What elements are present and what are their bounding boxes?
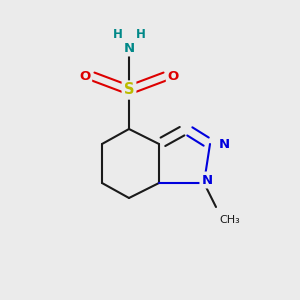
Text: CH₃: CH₃: [220, 215, 240, 225]
Text: S: S: [124, 82, 134, 98]
Text: H: H: [136, 28, 145, 41]
Text: O: O: [168, 70, 179, 83]
Text: N: N: [219, 137, 230, 151]
Text: N: N: [123, 41, 135, 55]
Text: N: N: [201, 173, 213, 187]
Text: O: O: [79, 70, 90, 83]
Text: H: H: [113, 28, 122, 41]
